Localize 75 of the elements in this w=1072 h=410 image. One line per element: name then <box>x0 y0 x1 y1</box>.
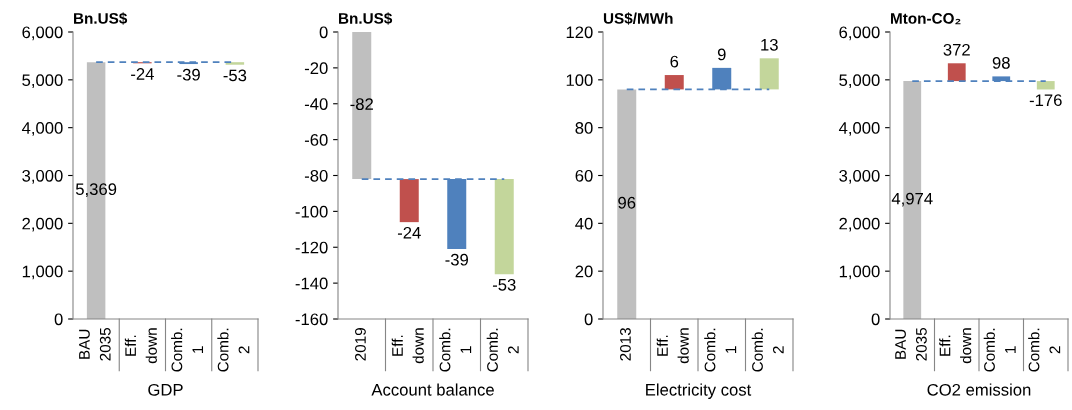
chart-title: Bn.US$ <box>339 12 393 25</box>
bar <box>664 75 684 90</box>
data-label: 4,974 <box>891 192 933 207</box>
y-tick-label: 40 <box>575 217 593 230</box>
data-label: -53 <box>492 278 516 291</box>
y-tick-label: 80 <box>575 122 593 134</box>
bar <box>617 89 637 319</box>
y-tick-label: 5,000 <box>22 74 63 89</box>
data-label: 9 <box>717 48 726 61</box>
x-axis-title: GDP <box>148 383 183 396</box>
y-tick-label: -40 <box>304 98 328 110</box>
y-tick-label: -60 <box>304 134 328 146</box>
data-label: 372 <box>943 43 970 56</box>
chart-title: Bn.US$ <box>74 12 128 25</box>
y-tick-label: 0 <box>871 313 880 326</box>
y-tick-label: 3,000 <box>839 169 880 184</box>
x-tick-label: Comb. 2 <box>751 328 784 372</box>
y-tick-label: 4,000 <box>838 122 880 136</box>
x-tick-label: BAU 2035 <box>79 327 111 361</box>
data-label: -53 <box>223 69 247 82</box>
y-tick-label: 2,000 <box>839 217 880 232</box>
y-tick-label: 4,000 <box>21 122 63 136</box>
data-label: 13 <box>761 38 778 51</box>
x-tick-label: Comb. 2 <box>1028 328 1061 372</box>
data-label: -82 <box>350 98 373 111</box>
x-tick-label: Eff. down <box>124 328 157 364</box>
x-axis-title: CO2 emission <box>927 383 1031 396</box>
data-label: 96 <box>618 196 636 209</box>
x-tick-label: Eff. down <box>391 328 424 364</box>
data-label: 98 <box>992 56 1010 69</box>
y-tick-label: -80 <box>304 169 328 182</box>
y-tick-label: 0 <box>319 26 328 39</box>
y-tick-label: -120 <box>295 241 328 254</box>
x-tick-label: Comb. 1 <box>983 328 1016 372</box>
data-label: -24 <box>397 226 421 239</box>
x-tick-label: Comb. 1 <box>439 328 472 372</box>
y-tick-label: 1,000 <box>22 265 63 280</box>
bar <box>947 63 966 82</box>
y-tick-label: 0 <box>54 313 63 326</box>
x-tick-label: 2019 <box>355 328 366 361</box>
data-label: 5,369 <box>75 183 117 198</box>
x-tick-label: Comb. 2 <box>486 328 519 372</box>
y-tick-label: 3,000 <box>22 169 63 184</box>
data-label: -39 <box>177 68 200 81</box>
y-tick-label: 20 <box>575 265 593 278</box>
x-tick-label: 2013 <box>620 328 631 361</box>
y-tick-label: 1,000 <box>839 265 880 280</box>
y-tick-label: 0 <box>584 313 593 326</box>
y-tick-label: 6,000 <box>839 26 880 41</box>
y-tick-label: 60 <box>575 169 593 182</box>
y-tick-label: -100 <box>295 205 328 218</box>
chart-title: Mton-CO₂ <box>891 13 961 25</box>
x-tick-label: Eff. down <box>939 328 972 364</box>
data-label: -39 <box>445 253 469 266</box>
bar <box>759 58 779 90</box>
y-tick-label: 100 <box>566 74 593 87</box>
x-tick-label: Comb. 1 <box>171 328 204 372</box>
x-axis-title: Electricity cost <box>646 383 752 399</box>
y-tick-label: 2,000 <box>22 217 63 232</box>
x-tick-label: Eff. down <box>656 328 689 364</box>
y-tick-label: 5,000 <box>839 74 880 89</box>
y-tick-label: -160 <box>295 313 328 326</box>
x-tick-label: BAU 2035 <box>895 327 927 361</box>
x-tick-label: Comb. 1 <box>704 328 737 372</box>
y-tick-label: -140 <box>295 277 328 290</box>
bar <box>1036 81 1055 90</box>
y-tick-label: 6,000 <box>22 26 63 41</box>
data-label: -176 <box>1029 94 1062 107</box>
chart-title: US$/MWh <box>603 12 673 25</box>
data-label: 6 <box>670 55 679 68</box>
x-tick-label: Comb. 2 <box>217 328 250 372</box>
y-tick-label: 120 <box>566 26 593 39</box>
data-label: -24 <box>131 68 154 80</box>
x-axis-title: Account balance <box>371 383 494 396</box>
y-tick-label: -20 <box>304 62 328 75</box>
